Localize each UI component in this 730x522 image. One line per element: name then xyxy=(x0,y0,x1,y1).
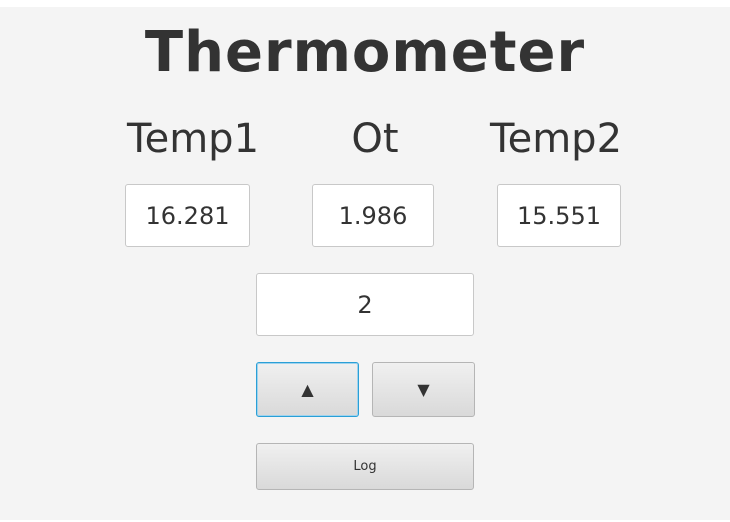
temp2-field[interactable]: 15.551 xyxy=(497,184,621,247)
app-title: Thermometer xyxy=(144,20,586,85)
temp1-field[interactable]: 16.281 xyxy=(125,184,250,247)
thermometer-window: Thermometer Temp1 Ot Temp2 16.281 1.986 … xyxy=(0,7,730,520)
down-arrow-icon: ▼ xyxy=(417,379,430,399)
up-arrow-icon: ▲ xyxy=(301,379,314,399)
up-button[interactable]: ▲ xyxy=(256,362,359,417)
step-value-field[interactable]: 2 xyxy=(256,273,474,336)
temp1-label: Temp1 xyxy=(126,116,260,162)
temp2-label: Temp2 xyxy=(489,116,623,162)
down-button[interactable]: ▼ xyxy=(372,362,475,417)
ot-label: Ot xyxy=(351,116,399,162)
ot-field[interactable]: 1.986 xyxy=(312,184,434,247)
log-button-label: Log xyxy=(353,459,377,474)
log-button[interactable]: Log xyxy=(256,443,474,490)
